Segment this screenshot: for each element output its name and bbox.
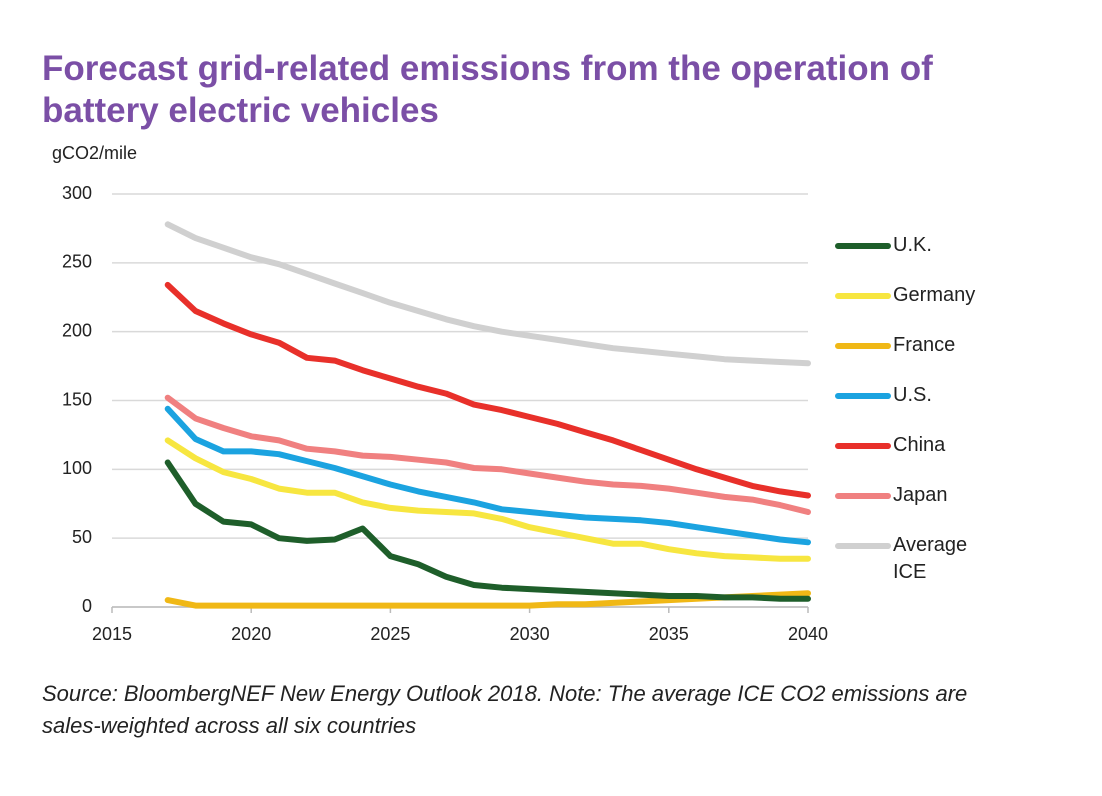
x-tick-label: 2040: [788, 624, 828, 644]
series-line: [164, 459, 811, 602]
y-tick-label: 0: [82, 596, 92, 616]
y-tick-label: 300: [62, 183, 92, 203]
x-tick-label: 2035: [649, 624, 689, 644]
x-tick-label: 2015: [92, 624, 132, 644]
x-tick-label: 2030: [510, 624, 550, 644]
y-axis-label: gCO2/mile: [52, 143, 137, 163]
legend-label: France: [893, 334, 956, 356]
y-tick-label: 200: [62, 320, 92, 340]
chart-title: Forecast grid-related emissions from the…: [42, 49, 933, 130]
y-tick-label: 250: [62, 252, 92, 272]
legend-label: Germany: [893, 284, 976, 306]
series-line: [164, 405, 811, 546]
y-tick-label: 100: [62, 458, 92, 478]
y-tick-label: 150: [62, 389, 92, 409]
series-line: [164, 437, 811, 562]
series-line: [164, 221, 811, 367]
legend-label: U.K.: [893, 234, 932, 256]
x-tick-label: 2025: [370, 624, 410, 644]
legend-label: Average ICE: [893, 534, 968, 583]
series-line: [164, 394, 811, 515]
series-line: [164, 281, 811, 499]
legend-label: Japan: [893, 484, 948, 506]
legend-label: China: [893, 434, 946, 456]
y-tick-label: 50: [72, 527, 92, 547]
legend-label: U.S.: [893, 384, 932, 406]
source-note: Source: BloombergNEF New Energy Outlook …: [42, 681, 968, 738]
x-tick-label: 2020: [231, 624, 271, 644]
